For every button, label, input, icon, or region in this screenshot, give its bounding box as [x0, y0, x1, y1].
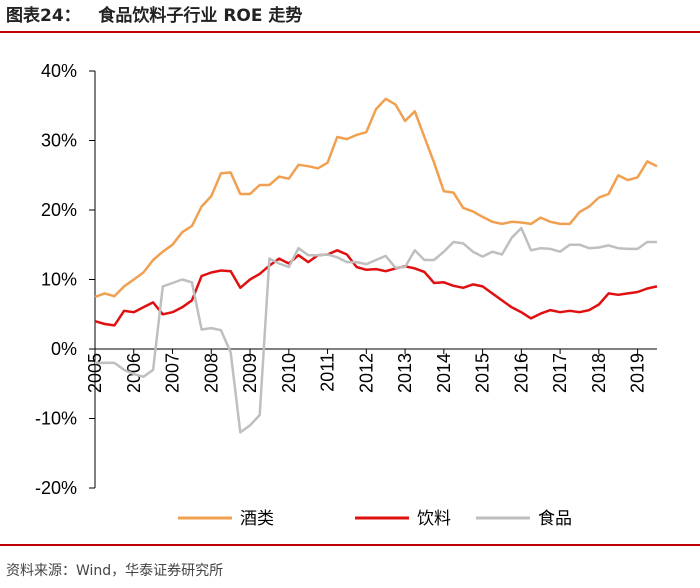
roe-line-chart: 40%30%20%10%0%-10%-20% 2005 2006 2007 2008 2… — [35, 61, 658, 529]
x-tick-label: 2019 — [628, 353, 648, 393]
y-tick-label: -10% — [35, 409, 77, 429]
y-tick-label: 20% — [41, 200, 77, 220]
x-tick-label: 2014 — [434, 353, 454, 393]
series-line-liquor — [94, 97, 658, 299]
y-tick-label: 10% — [41, 270, 77, 290]
x-tick-label: 2018 — [589, 353, 609, 393]
title-rule — [0, 31, 700, 33]
series-line-food — [95, 226, 657, 434]
x-tick-label: 2017 — [550, 353, 570, 393]
y-tick-label: 30% — [41, 131, 77, 151]
x-tick-label: 2011 — [318, 353, 338, 392]
y-tick-label: 40% — [41, 61, 77, 81]
y-axis: 40% 30% 20% 10% 0% -10% -20% — [35, 61, 96, 498]
x-tick-label: 2009 — [240, 353, 260, 393]
x-tick-label: 2007 — [163, 353, 183, 393]
source-note: 资料来源：Wind，华泰证券研究所 — [6, 563, 224, 579]
legend-label-liquor: 酒类 — [240, 509, 274, 529]
y-tick-label: -20% — [35, 478, 77, 498]
x-tick-label: 2016 — [511, 353, 531, 393]
series-lines — [94, 97, 658, 434]
x-tick-label: 2015 — [473, 353, 493, 393]
series-line-beverage — [94, 249, 658, 327]
x-tick-label: 2013 — [395, 353, 415, 393]
x-tick-label: 2010 — [279, 353, 299, 393]
x-tick-label: 2008 — [201, 353, 221, 393]
figure-title: 图表24： 食品饮料子行业 ROE 走势 — [6, 6, 303, 26]
y-tick-label: 0% — [51, 339, 77, 359]
legend: 酒类 饮料 食品 — [178, 509, 572, 529]
x-tick-label: 2012 — [356, 353, 376, 393]
x-axis: 2005 2006 2007 2008 2009 2010 2011 2012 2013 2014… — [85, 348, 657, 393]
legend-label-beverage: 饮料 — [417, 509, 451, 529]
footer-rule — [0, 544, 700, 546]
legend-label-food: 食品 — [538, 509, 572, 529]
x-tick-label: 2005 — [85, 353, 105, 393]
